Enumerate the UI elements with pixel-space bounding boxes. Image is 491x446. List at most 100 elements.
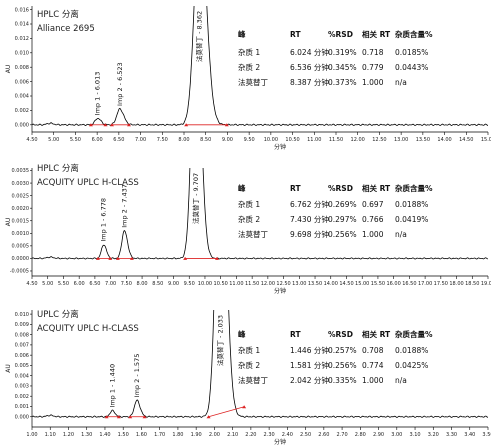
x-tick-label: 10.00 [198,281,212,287]
table-cell: 0.345% [328,63,357,72]
table-header: 峰 [238,329,246,339]
table-header: 相关 RT [362,29,391,39]
peak-start-marker [109,123,114,127]
x-tick-label: 5.00 [48,137,59,143]
table-cell: 0.718 [362,48,384,57]
peak-start-marker [115,256,120,260]
y-tick-label: 0.000 [15,414,29,420]
x-axis-label: 分钟 [274,438,286,446]
table-cell: 1.000 [362,230,384,239]
table-header: RT [290,184,301,193]
table-cell: 1.000 [362,78,384,87]
table-cell: 0.708 [362,346,384,355]
table-header: 杂质含量% [395,29,433,39]
chromatogram-trace [32,6,488,127]
x-tick-label: 10.50 [285,137,299,143]
x-tick-label: 5.50 [70,137,81,143]
table-header: %RSD [328,30,353,39]
y-tick-label: 0.002 [15,394,29,400]
y-tick-label: 0.0030 [12,181,30,187]
table-header: RT [290,330,301,339]
peak-label: 法莫替丁 - 8.362 [195,11,204,62]
x-tick-label: 12.50 [276,281,290,287]
x-axis-label: 分钟 [274,287,286,295]
panel-title-line: Alliance 2695 [37,24,95,34]
x-tick-label: 7.00 [135,137,146,143]
y-tick-label: 0.009 [15,322,29,328]
x-tick-label: 1.50 [118,432,129,438]
table-cell: 0.0188% [395,200,428,209]
table-cell: n/a [395,230,407,239]
peak-end-marker [116,415,121,419]
table-cell: 7.430 分钟 [290,214,329,224]
peak-end-marker [142,415,147,419]
x-tick-label: 7.00 [105,281,116,287]
peak-label: Imp 2 - 6.523 [116,62,124,106]
peak-end-marker [215,256,220,260]
x-tick-label: 9.00 [168,281,179,287]
peak-end-marker [126,123,131,127]
table-header: RT [290,30,301,39]
y-tick-label: 0.0020 [12,206,30,212]
table-cell: 杂质 1 [238,199,260,209]
x-tick-label: 1.90 [191,432,202,438]
table-cell: 0.319% [328,48,357,57]
y-tick-label: 0.0035 [12,168,30,174]
table-cell: 0.779 [362,63,384,72]
table-header: 相关 RT [362,329,391,339]
table-cell: 2.042 分钟 [290,375,329,385]
x-tick-label: 8.00 [136,281,147,287]
x-tick-label: 2.80 [355,432,366,438]
table-cell: 0.297% [328,215,357,224]
peak-end-marker [103,123,108,127]
x-tick-label: 18.50 [465,281,479,287]
x-tick-label: 7.50 [121,281,132,287]
table-cell: 6.536 分钟 [290,62,329,72]
y-tick-label: 0.016 [15,7,29,13]
table-cell: 1.000 [362,376,384,385]
peak-end-marker [108,256,113,260]
x-tick-label: 17.00 [418,281,432,287]
peak-label: Imp 1 - 6.013 [94,72,102,116]
x-tick-label: 14.00 [324,281,338,287]
x-tick-label: 15.00 [481,137,491,143]
x-tick-label: 14.50 [339,281,353,287]
y-tick-label: 0.001 [15,404,29,410]
y-tick-label: 0.002 [15,108,29,114]
x-tick-label: 3.40 [464,432,475,438]
chromatogram-trace [32,168,488,260]
x-tick-label: 12.00 [351,137,365,143]
x-tick-label: 13.00 [292,281,306,287]
y-axis-label: AU [5,218,12,227]
peak-start-marker [88,123,93,127]
x-tick-label: 2.50 [300,432,311,438]
table-cell: 杂质 1 [238,345,260,355]
x-tick-label: 5.00 [42,281,53,287]
table-header: 峰 [238,29,246,39]
x-tick-label: 6.00 [74,281,85,287]
x-tick-label: 12.50 [372,137,386,143]
x-tick-label: 1.20 [63,432,74,438]
x-tick-label: 2.70 [337,432,348,438]
x-tick-label: 9.50 [244,137,255,143]
x-tick-label: 2.20 [245,432,256,438]
y-tick-label: 0.003 [15,384,29,390]
table-cell: 6.762 分钟 [290,199,329,209]
y-tick-label: 0.004 [15,373,29,379]
x-tick-label: 10.50 [214,281,228,287]
x-tick-label: 2.10 [227,432,238,438]
x-tick-label: 15.00 [355,281,369,287]
table-header: %RSD [328,184,353,193]
x-tick-label: 12.00 [261,281,275,287]
peak-start-marker [184,123,189,127]
y-axis-label: AU [5,65,12,74]
x-tick-label: 4.50 [26,137,37,143]
table-cell: 0.256% [328,230,357,239]
x-tick-label: 8.50 [152,281,163,287]
peak-label: Imp 1 - 6.778 [100,198,108,242]
x-tick-label: 13.00 [394,137,408,143]
table-cell: 0.0443% [395,63,428,72]
table-cell: 0.373% [328,78,357,87]
x-tick-label: 2.90 [373,432,384,438]
chromatogram-panel-1 [30,6,489,135]
